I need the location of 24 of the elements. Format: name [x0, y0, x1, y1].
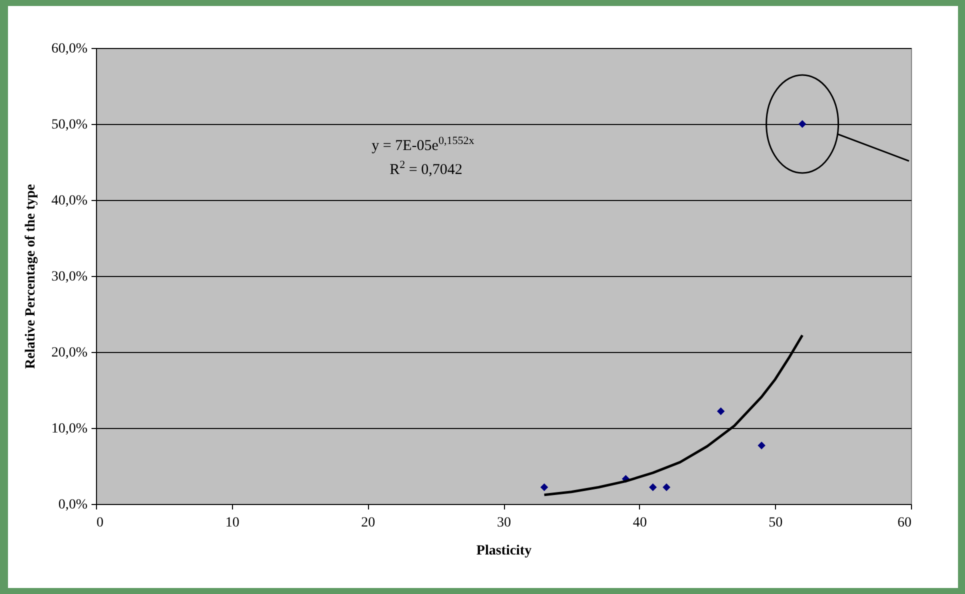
- y-tick-label: 30,0%: [51, 270, 88, 284]
- y-tick-label: 0,0%: [58, 498, 88, 512]
- x-tick-label: 40: [632, 516, 647, 530]
- x-tick-label: 30: [497, 516, 511, 530]
- point: [649, 483, 657, 492]
- y-tick-label: 40,0%: [51, 194, 88, 208]
- x-axis-title: Plasticity: [476, 544, 532, 558]
- x-tick-label: 50: [768, 516, 783, 530]
- y-tick-label: 50,0%: [51, 118, 88, 132]
- y-axis-title: Relative Percentage of the type: [23, 184, 38, 369]
- x-tick-label: 60: [898, 516, 912, 530]
- point: [662, 483, 670, 492]
- y-tick-label: 60,0%: [51, 42, 88, 56]
- point: [716, 407, 725, 416]
- x-tick-label: 10: [225, 516, 240, 530]
- annotation: y = 7E-05e$^{0,1552x}$: [372, 134, 474, 155]
- y-tick-label: 10,0%: [51, 422, 88, 436]
- x-tick-label: 20: [361, 516, 376, 530]
- annotation: R$^{2}$ = 0,7042: [390, 158, 462, 179]
- x-tick-label: 0: [96, 516, 104, 530]
- y-tick-label: 20,0%: [51, 346, 88, 360]
- point: [540, 483, 548, 492]
- point: [758, 442, 766, 450]
- point: [798, 120, 806, 128]
